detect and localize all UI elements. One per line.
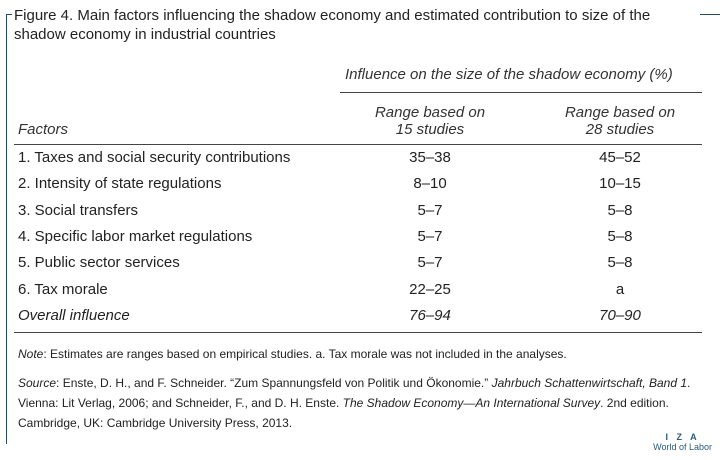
range-cell: 5–7 bbox=[417, 201, 443, 219]
column-header: Factors bbox=[18, 121, 69, 138]
range-cell: 10–15 bbox=[599, 175, 641, 193]
logo-tagline: World of Labor bbox=[653, 442, 712, 452]
total-cell: 70–90 bbox=[599, 306, 641, 324]
factor-cell: 4. Specific labor market regulations bbox=[18, 227, 253, 245]
group-header: Influence on the size of the shadow econ… bbox=[345, 66, 673, 83]
range-cell: 5–8 bbox=[607, 227, 633, 245]
source-text: Jahrbuch Schattenwirtschaft, Band 1 bbox=[491, 376, 688, 390]
source-text: . Vienna: Lit Verlag, 2006; and Schneide… bbox=[18, 376, 691, 410]
column-header: 15 studies bbox=[395, 121, 465, 138]
note-text: Note bbox=[18, 347, 44, 361]
column-header: 28 studies bbox=[585, 121, 655, 138]
total-cell: Overall influence bbox=[18, 306, 130, 324]
figure-title: Figure 4. Main factors influencing the s… bbox=[14, 7, 651, 43]
range-cell: 35–38 bbox=[409, 149, 451, 166]
note: Note: Estimates are ranges based on empi… bbox=[18, 344, 708, 364]
factor-cell: 1. Taxes and social security contributio… bbox=[18, 149, 291, 166]
column-header: Range based on bbox=[564, 104, 676, 121]
source-text: Source bbox=[18, 376, 57, 390]
frame-line bbox=[6, 14, 7, 444]
range-cell: 5–8 bbox=[607, 254, 633, 272]
range-cell: 5–7 bbox=[417, 227, 443, 245]
logo-name: I Z A bbox=[665, 432, 700, 442]
range-cell: a bbox=[615, 280, 625, 298]
factor-cell: 6. Tax morale bbox=[18, 280, 108, 298]
factor-cell: 5. Public sector services bbox=[18, 254, 180, 272]
logo: I Z A World of Labor bbox=[653, 432, 712, 452]
range-cell: 5–7 bbox=[417, 254, 443, 272]
source: Source: Enste, D. H., and F. Schneider. … bbox=[18, 373, 708, 433]
source-text: . 2nd edition. Cambridge, UK: Cambridge … bbox=[18, 396, 669, 430]
note-text: : Estimates are ranges based on empirica… bbox=[43, 347, 567, 361]
source-text: The Shadow Economy—An International Surv… bbox=[342, 396, 601, 410]
factor-cell: 3. Social transfers bbox=[18, 201, 139, 219]
factor-cell: 2. Intensity of state regulations bbox=[18, 175, 222, 193]
column-header: Range based on bbox=[374, 104, 486, 121]
range-cell: 22–25 bbox=[409, 280, 451, 298]
rule bbox=[340, 92, 702, 93]
frame-line bbox=[6, 14, 12, 15]
range-cell: 45–52 bbox=[599, 149, 641, 166]
total-cell: 76–94 bbox=[409, 306, 451, 324]
range-cell: 5–8 bbox=[607, 201, 633, 219]
rule bbox=[14, 144, 702, 145]
frame-line bbox=[700, 14, 720, 15]
rule bbox=[14, 332, 702, 333]
source-text: : Enste, D. H., and F. Schneider. “Zum S… bbox=[56, 376, 492, 390]
range-cell: 8–10 bbox=[413, 175, 447, 193]
